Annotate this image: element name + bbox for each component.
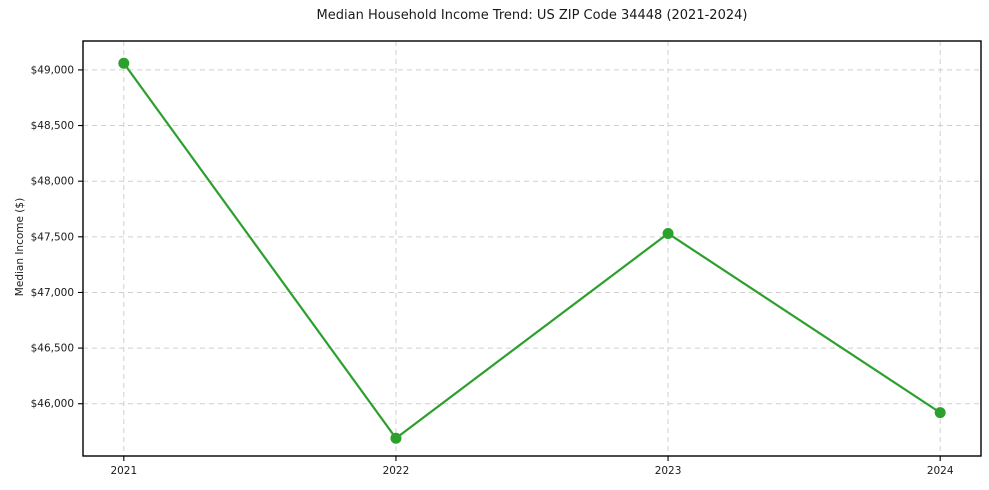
- data-point-2023: [662, 227, 674, 239]
- x-tick-label: 2021: [110, 465, 137, 477]
- income-trend-line: [122, 62, 942, 440]
- y-tick-label: $46,000: [31, 398, 74, 410]
- y-tick-label: $46,500: [31, 343, 74, 355]
- data-point-2021: [118, 57, 130, 69]
- x-tick-label: 2023: [655, 465, 682, 477]
- x-tick-label: 2022: [383, 465, 410, 477]
- y-tick-label: $48,500: [31, 120, 74, 132]
- data-point-2024: [934, 407, 946, 419]
- x-tick-label: 2024: [927, 465, 954, 477]
- y-tick-label: $48,000: [31, 176, 74, 188]
- chart-title: Median Household Income Trend: US ZIP Co…: [316, 8, 748, 23]
- plot-border: [82, 40, 982, 457]
- y-tick-label: $49,000: [31, 64, 74, 76]
- y-tick-label: $47,000: [31, 287, 74, 299]
- data-point-2022: [390, 432, 402, 444]
- y-tick-label: $47,500: [31, 231, 74, 243]
